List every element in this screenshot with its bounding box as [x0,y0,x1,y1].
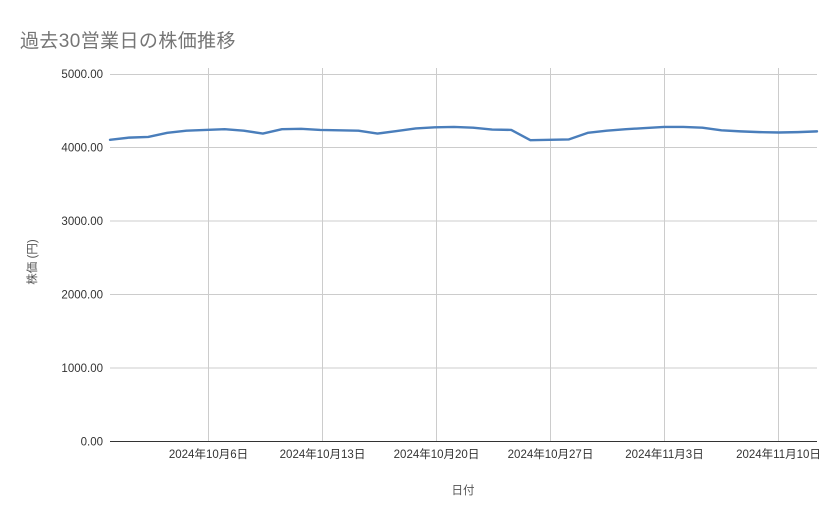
y-tick-label: 4000.00 [61,143,103,155]
horizontal-gridlines [110,74,817,369]
y-axis-title: 株価 (円) [25,239,39,285]
y-tick-label: 1000.00 [61,363,103,375]
x-axis-title: 日付 [452,484,475,497]
x-axis-tick-labels: 2024年10月6日 2024年10月13日 2024年10月20日 2024年… [169,447,821,461]
x-tick-label: 2024年10月13日 [280,447,366,461]
x-tick-label: 2024年11月3日 [625,447,703,461]
x-tick-label: 2024年10月27日 [508,447,594,461]
y-tick-label: 3000.00 [61,216,103,228]
x-tick-label: 2024年10月6日 [169,447,248,461]
y-axis-tick-labels: 5000.00 4000.00 3000.00 2000.00 1000.00 … [61,69,103,449]
y-tick-label: 2000.00 [61,290,103,302]
y-tick-label: 0.00 [81,437,103,449]
x-tick-label: 2024年10月20日 [394,447,480,461]
x-tick-label: 2024年11月10日 [736,447,821,461]
y-tick-label: 5000.00 [61,69,103,81]
vertical-gridlines [208,68,779,441]
series-line-stock-price [108,125,819,142]
chart-title: 過去30営業日の株価推移 [20,31,236,52]
